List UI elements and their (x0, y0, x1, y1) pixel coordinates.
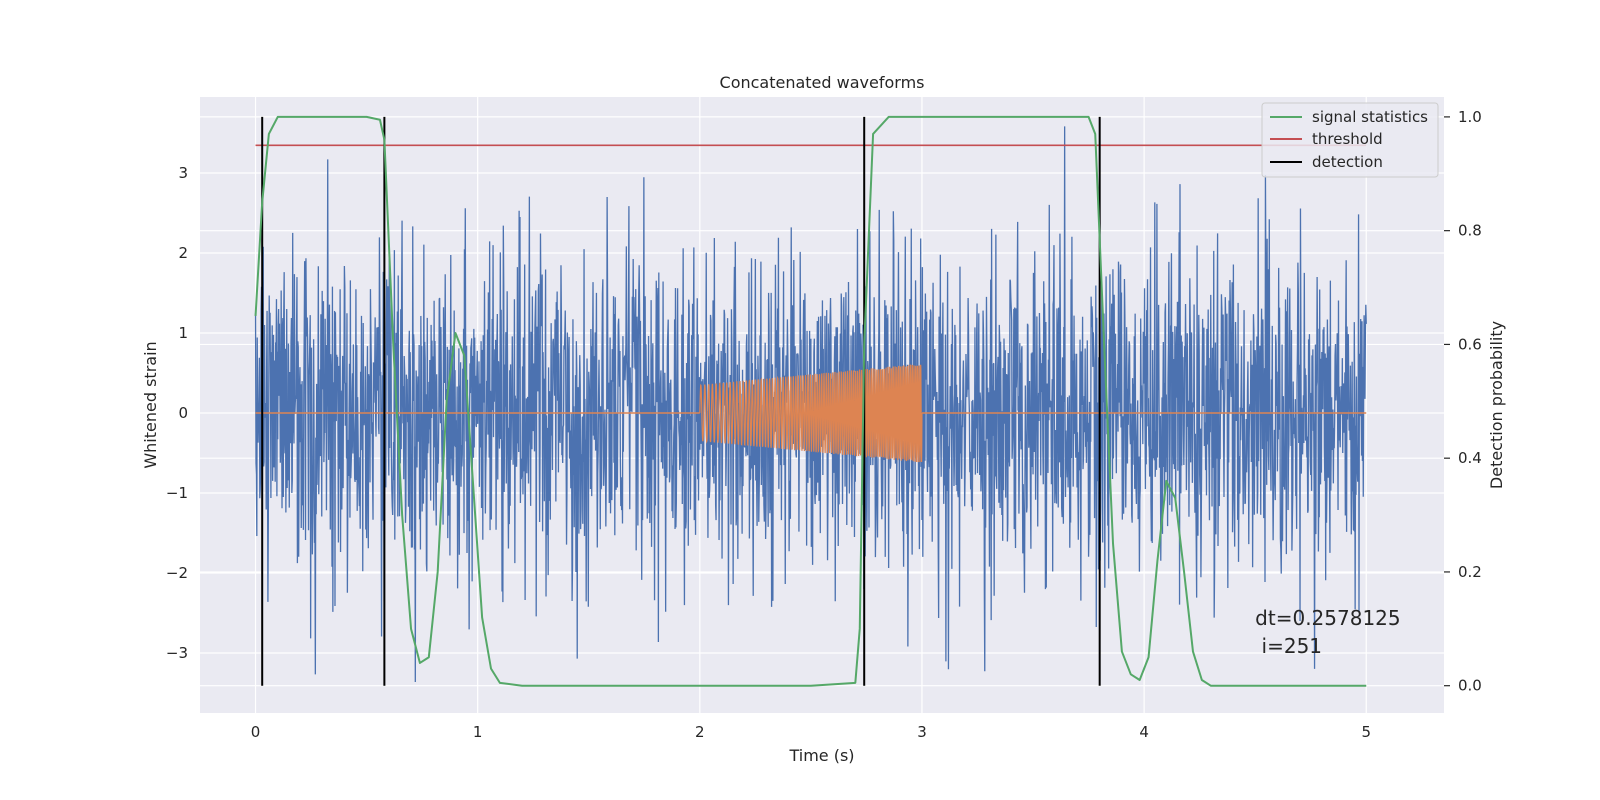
grid (200, 97, 1444, 713)
y-tick-label-left: 3 (178, 164, 188, 182)
y-tick-label-left: 0 (178, 404, 188, 422)
y-tick-label-left: −2 (166, 564, 188, 582)
x-tick-label: 0 (251, 723, 261, 741)
right-axis-series (254, 115, 1367, 687)
y-tick-label-right: 0.0 (1458, 677, 1482, 695)
legend-box (1261, 102, 1439, 178)
legend-label-detection: detection (1312, 153, 1383, 171)
y-tick-label-right: 0.6 (1458, 335, 1482, 353)
y-tick-label-right: 0.4 (1458, 449, 1482, 467)
x-tick-label: 5 (1361, 723, 1371, 741)
annotation-dt: dt=0.2578125 (1255, 606, 1400, 630)
chart-title: Concatenated waveforms (720, 73, 925, 92)
y-axis-left-label: Whitened strain (141, 341, 160, 468)
plot-content (254, 115, 1367, 687)
y-axis-right-ticks: 0.0 0.2 0.4 0.6 0.8 1.0 (1444, 108, 1482, 695)
y-tick-label-left: 1 (178, 324, 188, 342)
signal-statistics-line (254, 115, 1367, 687)
y-tick-label-left: −3 (166, 644, 188, 662)
y-axis-left-ticks: −3 −2 −1 0 1 2 3 (166, 164, 188, 662)
x-axis-label: Time (s) (788, 746, 854, 765)
annotation-index: i=251 (1255, 634, 1322, 658)
x-axis-ticks: 0 1 2 3 4 5 (251, 723, 1371, 741)
x-tick-label: 2 (695, 723, 705, 741)
waveform-chirp (699, 364, 923, 463)
x-tick-label: 3 (917, 723, 927, 741)
legend-label-threshold: threshold (1312, 130, 1383, 148)
strain-line (254, 126, 1367, 682)
strain-series (254, 126, 1367, 682)
waveform-series (255, 364, 1367, 463)
y-axis-right-label: Detection probability (1487, 321, 1506, 489)
x-tick-label: 1 (473, 723, 483, 741)
y-tick-label-left: −1 (166, 484, 188, 502)
y-tick-label-right: 0.2 (1458, 563, 1482, 581)
legend-label-signal-statistics: signal statistics (1312, 108, 1428, 126)
x-tick-label: 4 (1139, 723, 1149, 741)
y-tick-label-right: 1.0 (1458, 108, 1482, 126)
y-tick-label-right: 0.8 (1458, 222, 1482, 240)
y-tick-label-left: 2 (178, 244, 188, 262)
legend: signal statistics threshold detection (1261, 102, 1439, 178)
